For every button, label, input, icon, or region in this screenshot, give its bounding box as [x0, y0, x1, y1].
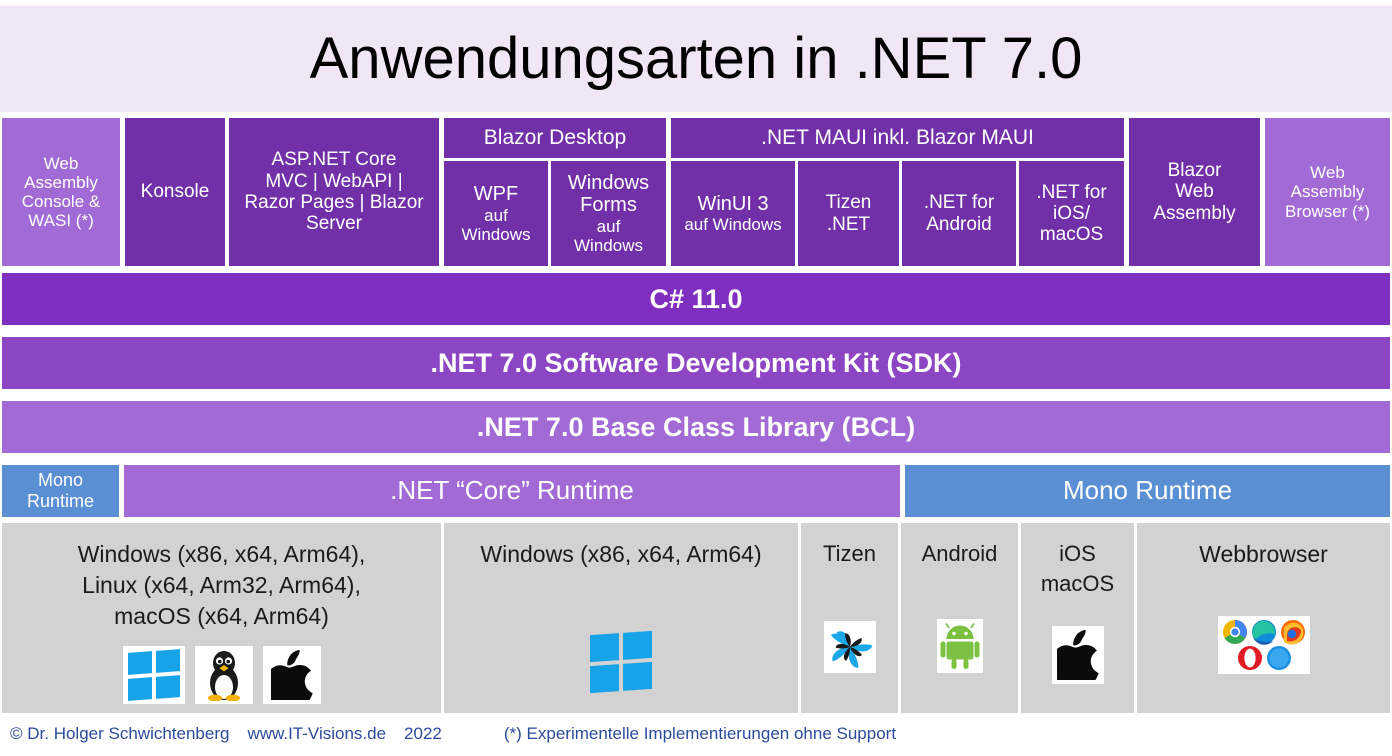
os-logo-row	[1051, 626, 1104, 685]
app-label-line3: Console &	[21, 192, 101, 211]
app-label-line1: Tizen	[825, 192, 872, 214]
os-label-line1: Windows (x86, x64, Arm64),	[77, 541, 366, 567]
band-label-csharp: C# 11.0	[649, 283, 743, 314]
app-box-winui3[interactable]: WinUI 3 auf Windows	[671, 161, 795, 266]
app-label-line1: ASP.NET Core	[271, 149, 397, 171]
tizen-pinwheel-icon	[823, 620, 876, 673]
app-label-line1: Web	[43, 153, 79, 173]
os-label-line2: macOS	[1040, 570, 1115, 596]
footer-year: 2022	[404, 724, 442, 743]
group-header-label: .NET MAUI inkl. Blazor MAUI	[761, 126, 1034, 150]
os-label-line1: Windows (x86, x64, Arm64)	[480, 541, 762, 567]
app-label-line1: Web	[1310, 163, 1345, 183]
apple-logo-icon	[262, 646, 321, 705]
os-label-line1: Android	[921, 541, 998, 566]
app-label-line2: .NET	[826, 213, 871, 235]
runtime-label-mono-right: Mono Runtime	[1062, 475, 1233, 506]
app-label-line3: Windows	[461, 224, 531, 244]
runtime-label-line2: Runtime	[26, 491, 95, 511]
group-header-net-maui[interactable]: .NET MAUI inkl. Blazor MAUI	[671, 118, 1124, 158]
os-logo-row	[122, 646, 321, 705]
os-box-desktop-server[interactable]: Windows (x86, x64, Arm64), Linux (x64, A…	[2, 523, 441, 713]
app-label-line2: Android	[926, 213, 992, 235]
linux-penguin-icon	[194, 646, 253, 705]
app-label-line3: Assembly	[1153, 202, 1236, 224]
app-label-line3: auf	[596, 216, 621, 236]
group-header-label: Blazor Desktop	[483, 126, 627, 150]
os-box-windows-only[interactable]: Windows (x86, x64, Arm64)	[444, 523, 798, 713]
runtime-label-net-core: .NET “Core” Runtime	[390, 475, 634, 506]
os-logo-row	[823, 620, 876, 673]
app-label-line1: Windows	[567, 172, 650, 195]
app-label-line1: Blazor	[1167, 160, 1222, 182]
runtime-box-mono-right[interactable]: Mono Runtime	[905, 465, 1390, 517]
app-label-line4: Windows	[574, 235, 643, 255]
app-box-aspnet-core[interactable]: ASP.NET Core MVC | WebAPI | Razor Pages …	[229, 118, 439, 266]
diagram-title-bar: Anwendungsarten in .NET 7.0	[0, 6, 1392, 112]
group-header-blazor-desktop[interactable]: Blazor Desktop	[444, 118, 666, 158]
footer-note: (*) Experimentelle Implementierungen ohn…	[503, 724, 897, 743]
band-bcl[interactable]: .NET 7.0 Base Class Library (BCL)	[2, 401, 1390, 453]
windows-logo-icon	[122, 646, 185, 705]
band-sdk[interactable]: .NET 7.0 Software Development Kit (SDK)	[2, 337, 1390, 389]
app-label-line2: iOS/	[1053, 202, 1090, 224]
app-box-net-for-ios-macos[interactable]: .NET for iOS/ macOS	[1019, 161, 1124, 266]
app-label-line1: WinUI 3	[697, 192, 769, 215]
app-label-line3: Razor Pages | Blazor	[244, 192, 424, 213]
app-box-net-for-android[interactable]: .NET for Android	[902, 161, 1016, 266]
os-label-line1: iOS	[1059, 541, 1096, 566]
page-title: Anwendungsarten in .NET 7.0	[309, 26, 1083, 91]
os-logo-row	[1217, 616, 1310, 675]
footer: © Dr. Holger Schwichtenberg www.IT-Visio…	[0, 716, 1392, 752]
app-label-line2: Web	[1175, 181, 1214, 203]
app-label-line2: Assembly	[24, 172, 98, 192]
os-label-line2: Linux (x64, Arm32, Arm64),	[82, 572, 361, 599]
app-label-line3: macOS	[1039, 224, 1104, 246]
app-box-konsole[interactable]: Konsole	[125, 118, 225, 266]
app-label-line3: Browser (*)	[1284, 201, 1370, 221]
app-box-webassembly-browser[interactable]: Web Assembly Browser (*)	[1265, 118, 1390, 266]
footer-website[interactable]: www.IT-Visions.de	[247, 724, 387, 743]
app-box-tizen-net[interactable]: Tizen .NET	[798, 161, 899, 266]
app-label-line2: Forms	[580, 194, 637, 217]
os-logo-row	[585, 628, 657, 696]
os-box-android[interactable]: Android	[901, 523, 1018, 713]
app-label-line2: Assembly	[1290, 182, 1365, 202]
windows-logo-icon	[585, 628, 657, 696]
app-label-line1: .NET for	[923, 192, 995, 214]
os-label-line1: Tizen	[823, 541, 876, 566]
footer-copyright: © Dr. Holger Schwichtenberg	[10, 724, 230, 743]
os-box-ios-macos[interactable]: iOS macOS	[1021, 523, 1134, 713]
runtime-box-mono-left[interactable]: Mono Runtime	[2, 465, 119, 517]
os-label-line3: macOS (x64, Arm64)	[114, 603, 329, 630]
runtime-box-net-core[interactable]: .NET “Core” Runtime	[124, 465, 900, 517]
app-box-wpf[interactable]: WPF auf Windows	[444, 161, 548, 266]
app-box-webassembly-console-wasi[interactable]: Web Assembly Console & WASI (*)	[2, 118, 120, 266]
app-label-line1: .NET for	[1036, 181, 1107, 203]
apple-logo-icon	[1051, 626, 1104, 685]
app-label-line2: auf	[484, 205, 508, 225]
band-label-bcl: .NET 7.0 Base Class Library (BCL)	[476, 411, 916, 442]
app-box-windows-forms[interactable]: Windows Forms auf Windows	[551, 161, 666, 266]
android-robot-icon	[936, 618, 983, 673]
browser-logos-icon	[1217, 616, 1310, 675]
band-label-sdk: .NET 7.0 Software Development Kit (SDK)	[430, 347, 962, 378]
app-label-line4: Server	[306, 213, 362, 235]
app-label-line1: WPF	[473, 183, 519, 206]
os-box-webbrowser[interactable]: Webbrowser	[1137, 523, 1390, 713]
band-csharp[interactable]: C# 11.0	[2, 273, 1390, 325]
app-label-line4: WASI (*)	[28, 211, 94, 231]
app-label-line2: auf Windows	[684, 215, 782, 235]
os-box-tizen[interactable]: Tizen	[801, 523, 898, 713]
app-label-konsole: Konsole	[140, 181, 210, 203]
app-box-blazor-webassembly[interactable]: Blazor Web Assembly	[1129, 118, 1260, 266]
runtime-label-line1: Mono	[37, 470, 84, 491]
app-label-line2: MVC | WebAPI |	[265, 170, 403, 192]
os-label-line1: Webbrowser	[1199, 541, 1328, 567]
os-logo-row	[936, 618, 983, 673]
